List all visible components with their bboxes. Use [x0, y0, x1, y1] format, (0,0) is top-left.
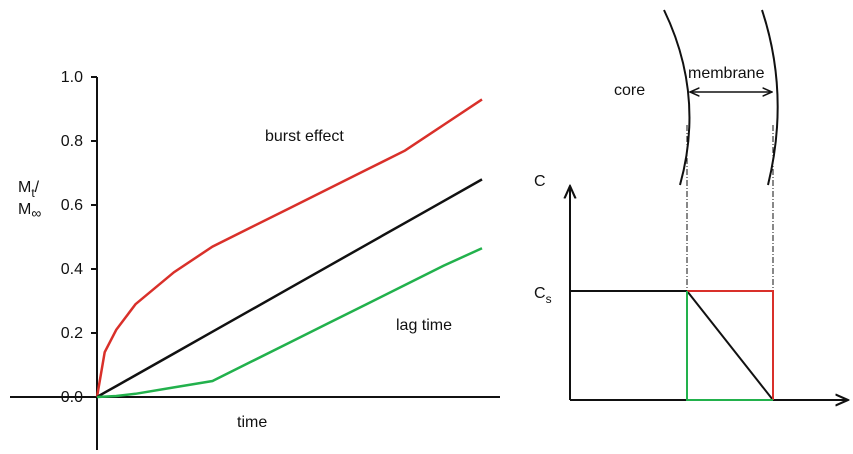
lag-profile — [686, 291, 773, 401]
y-tick-label: 1.0 — [61, 69, 83, 86]
y-label-sub: ∞ — [31, 205, 41, 221]
series-line — [96, 178, 483, 399]
y-tick-label: 0.2 — [61, 325, 83, 342]
cs-label: Cs — [534, 285, 552, 306]
y-label-part: M — [18, 179, 31, 196]
line-chart: 0.0 0.2 0.4 0.6 0.8 1.0 — [10, 69, 500, 450]
linear-profile — [686, 290, 774, 401]
c-axis-label: C — [534, 173, 546, 190]
annotation: burst effect — [265, 128, 344, 145]
core-label: core — [614, 82, 645, 99]
y-label-sub: t — [31, 186, 35, 200]
x-axis-label: time — [237, 414, 267, 431]
y-tick-label: 0.0 — [61, 389, 83, 406]
y-axis-label: Mt/ — [18, 179, 40, 200]
membrane-diagram — [570, 9, 848, 401]
y-tick-label: 0.4 — [61, 261, 83, 278]
y-tick-label: 0.8 — [61, 133, 83, 150]
series-line — [95, 98, 483, 398]
y-axis-label: M∞ — [18, 201, 41, 221]
cs-sub: s — [546, 292, 552, 306]
series-line — [96, 247, 483, 399]
y-tick-label: 0.6 — [61, 197, 83, 214]
membrane-label: membrane — [688, 65, 765, 82]
cs-main: C — [534, 285, 546, 302]
y-label-part: M — [18, 201, 31, 218]
core-boundary — [663, 9, 691, 186]
burst-profile — [687, 290, 774, 400]
membrane-boundary — [761, 9, 779, 186]
y-label-part: / — [35, 179, 40, 196]
annotation: lag time — [396, 317, 452, 334]
